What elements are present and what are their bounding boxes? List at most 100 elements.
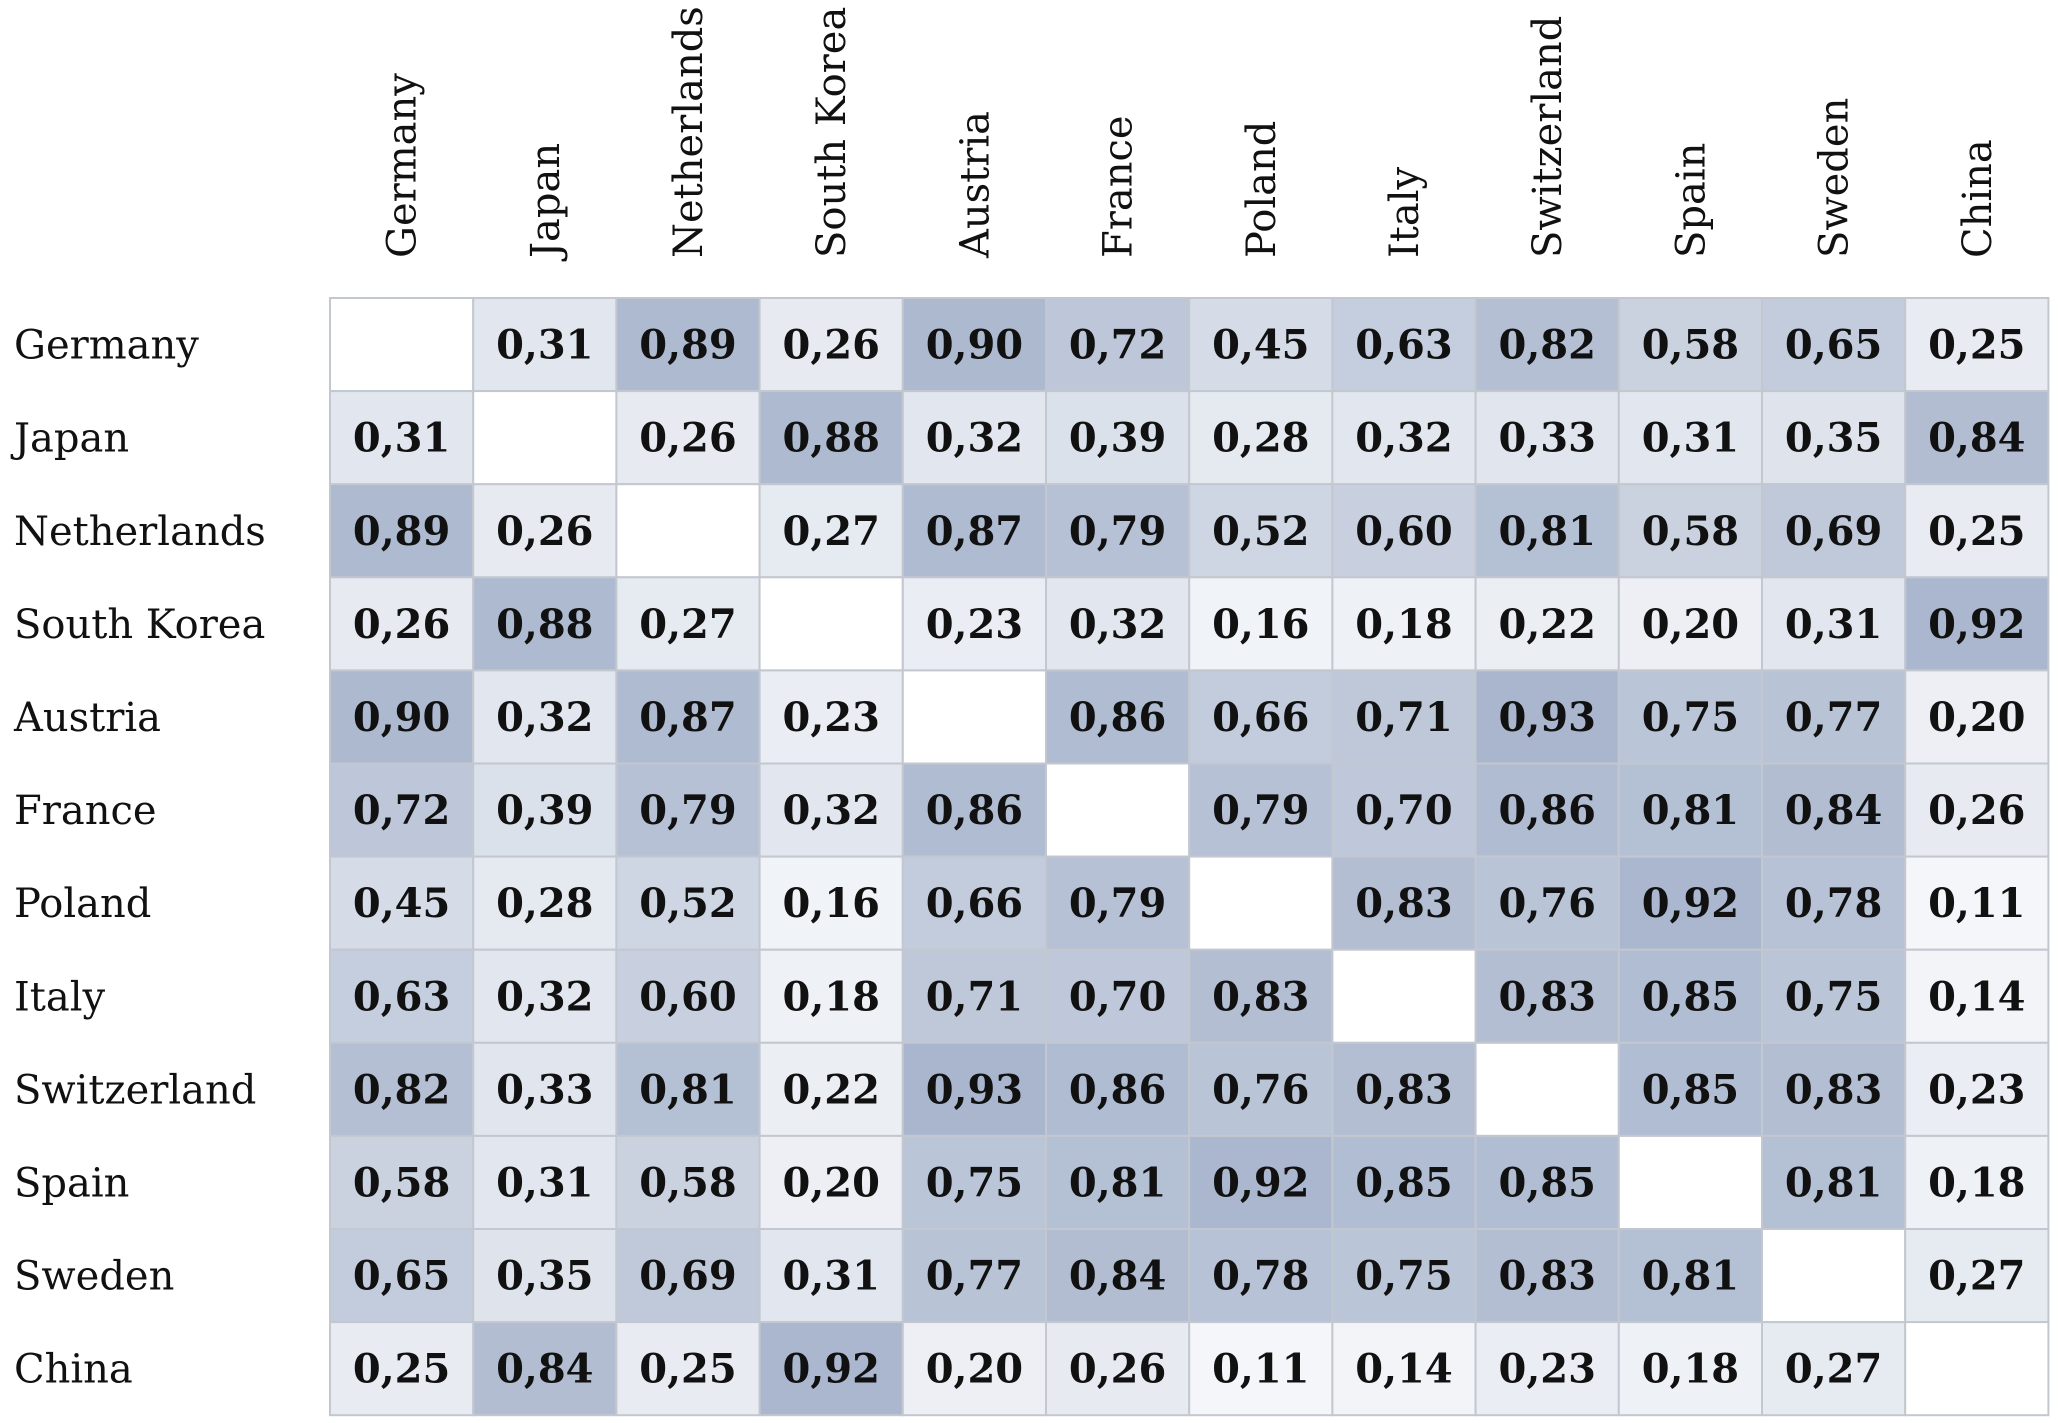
row-label-switzerland: Switzerland <box>14 1067 256 1113</box>
cell-value-china-austria: 0,20 <box>926 1346 1023 1393</box>
cell-switzerland-spain <box>1617 1041 1764 1137</box>
cell-poland-china <box>1904 855 2050 951</box>
cell-sweden-austria <box>901 1228 1047 1324</box>
cell-value-sweden-austria: 0,77 <box>926 1253 1023 1300</box>
cell-value-poland-france: 0,79 <box>1069 880 1166 927</box>
cell-italy-france <box>1045 948 1191 1044</box>
row-label-spain: Spain <box>14 1160 129 1206</box>
cell-austria-austria <box>901 669 1047 765</box>
cell-netherlands-china <box>1904 483 2050 579</box>
cell-value-south-korea-poland: 0,16 <box>1212 601 1309 648</box>
column-label-austria: Austria <box>952 111 998 259</box>
cell-austria-germany <box>329 669 475 765</box>
column-label-japan: Japan <box>523 143 569 262</box>
cell-value-netherlands-poland: 0,52 <box>1212 508 1309 555</box>
cell-germany-china <box>1904 297 2050 393</box>
cell-poland-germany <box>329 855 475 951</box>
cell-netherlands-netherlands <box>615 483 761 579</box>
column-label-spain: Spain <box>1668 143 1714 258</box>
cell-value-netherlands-italy: 0,60 <box>1355 508 1452 555</box>
cell-spain-switzerland <box>1474 1134 1620 1231</box>
cell-spain-austria <box>901 1134 1047 1231</box>
cell-value-poland-switzerland: 0,76 <box>1498 880 1595 927</box>
cell-value-japan-poland: 0,28 <box>1212 415 1309 462</box>
cell-china-switzerland <box>1474 1321 1620 1417</box>
cell-value-south-korea-sweden: 0,31 <box>1785 601 1882 648</box>
cell-value-sweden-china: 0,27 <box>1928 1253 2025 1300</box>
cell-value-italy-switzerland: 0,83 <box>1498 973 1595 1020</box>
cell-value-netherlands-switzerland: 0,81 <box>1498 508 1595 555</box>
cell-italy-sweden <box>1761 948 1907 1044</box>
cell-netherlands-italy <box>1331 483 1477 579</box>
cell-value-austria-china: 0,20 <box>1928 694 2025 741</box>
cell-value-sweden-south-korea: 0,31 <box>782 1253 879 1300</box>
cell-sweden-france <box>1045 1228 1191 1324</box>
cell-value-japan-france: 0,39 <box>1069 415 1166 462</box>
cell-value-germany-japan: 0,31 <box>496 322 593 369</box>
cell-value-switzerland-france: 0,86 <box>1069 1066 1166 1113</box>
cell-value-france-poland: 0,79 <box>1212 787 1309 834</box>
cell-italy-china <box>1904 948 2050 1044</box>
cell-value-china-south-korea: 0,92 <box>782 1346 879 1393</box>
cell-italy-italy <box>1331 948 1477 1044</box>
cell-value-germany-south-korea: 0,26 <box>782 322 879 369</box>
cell-value-italy-south-korea: 0,18 <box>782 973 879 1020</box>
cell-value-switzerland-poland: 0,76 <box>1212 1066 1309 1113</box>
cell-value-south-korea-switzerland: 0,22 <box>1498 601 1595 648</box>
cell-south-korea-poland <box>1188 576 1334 672</box>
cell-value-spain-italy: 0,85 <box>1355 1159 1452 1206</box>
cell-value-italy-france: 0,70 <box>1069 973 1166 1020</box>
cell-value-poland-austria: 0,66 <box>926 880 1023 927</box>
cell-value-sweden-japan: 0,35 <box>496 1253 593 1300</box>
cell-value-austria-south-korea: 0,23 <box>782 694 879 741</box>
cell-poland-france <box>1045 855 1191 951</box>
cell-austria-italy <box>1331 669 1477 765</box>
cell-value-spain-france: 0,81 <box>1069 1159 1166 1206</box>
cell-japan-poland <box>1188 390 1334 486</box>
column-label-italy: Italy <box>1382 166 1428 258</box>
cell-value-netherlands-germany: 0,89 <box>353 508 450 555</box>
cell-netherlands-germany <box>329 483 475 579</box>
cell-value-germany-netherlands: 0,89 <box>639 322 736 369</box>
cell-value-japan-austria: 0,32 <box>926 415 1023 462</box>
cell-china-germany <box>329 1321 475 1417</box>
cell-value-spain-germany: 0,58 <box>353 1159 450 1206</box>
column-label-germany: Germany <box>380 73 426 258</box>
row-labels: Germany Japan Netherlands South Korea Austri… <box>10 323 266 1393</box>
cell-value-france-switzerland: 0,86 <box>1498 787 1595 834</box>
cell-italy-germany <box>329 948 475 1044</box>
cell-poland-sweden <box>1761 855 1907 951</box>
cell-value-spain-poland: 0,92 <box>1212 1159 1309 1206</box>
cell-poland-poland <box>1188 855 1334 951</box>
cell-value-switzerland-sweden: 0,83 <box>1785 1066 1882 1113</box>
column-labels: Germany Japan Netherlands South Korea Austri… <box>380 6 2001 262</box>
cell-south-korea-spain <box>1617 576 1764 672</box>
cell-value-france-spain: 0,81 <box>1642 787 1739 834</box>
cell-value-poland-sweden: 0,78 <box>1785 880 1882 927</box>
cell-value-south-korea-france: 0,32 <box>1069 601 1166 648</box>
cell-south-korea-netherlands <box>615 576 761 672</box>
cell-value-switzerland-italy: 0,83 <box>1355 1066 1452 1113</box>
row-label-sweden: Sweden <box>14 1254 174 1300</box>
cell-value-austria-germany: 0,90 <box>353 694 450 741</box>
cell-sweden-japan <box>472 1228 618 1324</box>
cell-china-italy <box>1331 1321 1477 1417</box>
cell-japan-switzerland <box>1474 390 1620 486</box>
cell-value-germany-switzerland: 0,82 <box>1498 322 1595 369</box>
cell-value-italy-spain: 0,85 <box>1642 973 1739 1020</box>
cell-austria-south-korea <box>758 669 904 765</box>
row-label-france: France <box>14 788 157 834</box>
row-label-china: China <box>14 1347 133 1393</box>
cell-value-france-japan: 0,39 <box>496 787 593 834</box>
cell-south-korea-south-korea <box>758 576 904 672</box>
cell-switzerland-germany <box>329 1041 475 1137</box>
cell-poland-italy <box>1331 855 1477 951</box>
cell-value-china-netherlands: 0,25 <box>639 1346 736 1393</box>
cell-value-south-korea-austria: 0,23 <box>926 601 1023 648</box>
cell-value-sweden-germany: 0,65 <box>353 1253 450 1300</box>
cell-value-china-france: 0,26 <box>1069 1346 1166 1393</box>
column-label-poland: Poland <box>1239 121 1285 258</box>
cell-value-france-austria: 0,86 <box>926 787 1023 834</box>
cell-germany-south-korea <box>758 297 904 393</box>
